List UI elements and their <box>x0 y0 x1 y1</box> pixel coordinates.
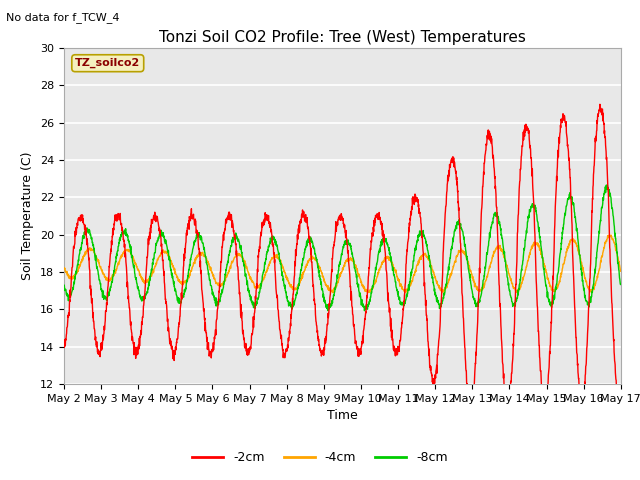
Y-axis label: Soil Temperature (C): Soil Temperature (C) <box>22 152 35 280</box>
X-axis label: Time: Time <box>327 409 358 422</box>
Title: Tonzi Soil CO2 Profile: Tree (West) Temperatures: Tonzi Soil CO2 Profile: Tree (West) Temp… <box>159 30 526 46</box>
Text: No data for f_TCW_4: No data for f_TCW_4 <box>6 12 120 23</box>
Text: TZ_soilco2: TZ_soilco2 <box>75 58 140 68</box>
Legend: -2cm, -4cm, -8cm: -2cm, -4cm, -8cm <box>187 446 453 469</box>
